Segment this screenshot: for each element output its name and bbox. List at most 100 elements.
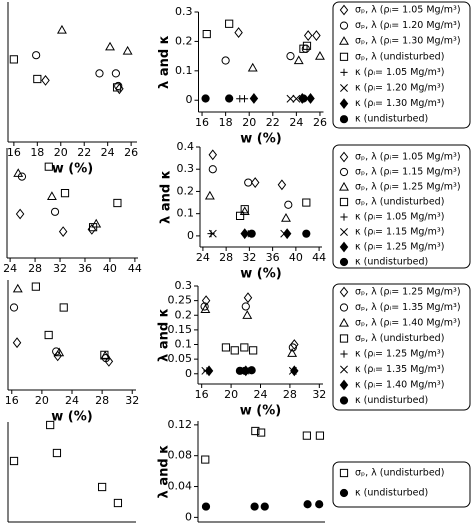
legend-marker <box>339 21 349 30</box>
x-tick-label: 22 <box>266 116 280 129</box>
marker <box>200 304 211 314</box>
marker <box>52 448 62 458</box>
legend-marker <box>339 98 349 110</box>
marker <box>201 295 211 307</box>
marker <box>95 69 104 78</box>
y-axis-label: λ and κ <box>157 445 172 499</box>
x-tick-label: 40 <box>289 251 303 264</box>
legend-label: σₚ, λ (ρᵢ= 1.05 Mg/m³) <box>355 5 461 16</box>
x-tick-label: 32 <box>242 251 256 264</box>
marker <box>221 56 230 65</box>
marker <box>33 74 42 84</box>
legend-marker <box>340 228 348 236</box>
marker <box>204 365 214 377</box>
marker <box>12 337 22 349</box>
marker <box>208 229 217 238</box>
legend-box <box>332 1 471 129</box>
x-tick-label: 28 <box>219 251 233 264</box>
marker <box>54 347 65 357</box>
x-axis-label: w (%) <box>240 404 281 419</box>
marker <box>17 172 27 181</box>
x-tick-label: 26 <box>313 116 327 129</box>
marker <box>46 420 55 430</box>
legend-label: σₚ, λ (ρᵢ= 1.15 Mg/m³) <box>355 167 461 178</box>
marker <box>44 162 53 171</box>
legend-box <box>332 461 471 508</box>
x-tick-label: 16 <box>195 116 209 129</box>
legend-marker <box>339 197 349 207</box>
legend-label: σₚ, λ (undisturbed) <box>355 51 444 62</box>
legend-label: κ (ρᵢ= 1.15 Mg/m³) <box>355 227 444 238</box>
marker <box>240 228 249 240</box>
marker <box>52 347 61 356</box>
legend-marker <box>340 84 348 92</box>
marker <box>299 44 308 53</box>
marker <box>59 303 68 312</box>
marker <box>208 165 217 174</box>
marker <box>221 343 231 352</box>
marker <box>302 229 311 238</box>
marker <box>243 292 253 304</box>
legend-marker <box>339 334 349 343</box>
x-tick-label: 28 <box>95 394 109 407</box>
x-tick-label: 36 <box>78 262 92 275</box>
legend-label: σₚ, λ (ρᵢ= 1.05 Mg/m³) <box>355 152 461 163</box>
legend-label: κ (ρᵢ= 1.20 Mg/m³) <box>355 83 444 94</box>
marker <box>292 94 301 103</box>
marker <box>286 94 295 103</box>
legend-marker <box>339 303 349 312</box>
x-tick-label: 24 <box>196 251 210 264</box>
marker <box>293 55 304 65</box>
marker <box>13 168 24 177</box>
marker <box>225 94 234 103</box>
marker <box>207 230 215 238</box>
marker <box>41 74 50 86</box>
marker <box>235 211 245 220</box>
legend-label: κ (ρᵢ= 1.05 Mg/m³) <box>355 212 444 223</box>
marker <box>58 226 68 238</box>
marker <box>201 502 211 511</box>
marker <box>234 27 243 38</box>
y-tick-label: 0.1 <box>177 207 195 220</box>
x-tick-label: 24 <box>3 262 17 275</box>
marker <box>299 94 308 103</box>
x-tick-label: 32 <box>312 388 326 401</box>
marker <box>247 229 256 238</box>
marker <box>101 354 110 363</box>
legend-marker <box>339 167 349 177</box>
legend-marker <box>339 115 349 124</box>
y-tick-label: 0.2 <box>175 308 193 321</box>
legend-label: κ (undisturbed) <box>355 114 428 125</box>
marker <box>302 431 311 440</box>
marker <box>290 339 299 350</box>
y-tick-label: 0.3 <box>177 162 195 175</box>
x-tick-label: 16 <box>7 146 21 159</box>
marker <box>251 426 260 436</box>
marker <box>201 455 210 464</box>
legend-marker <box>339 52 349 61</box>
y-tick-label: 0.08 <box>168 449 193 462</box>
marker <box>56 24 67 34</box>
marker <box>240 366 250 375</box>
x-axis-label: w (%) <box>240 132 281 147</box>
legend-marker <box>340 68 348 76</box>
marker <box>242 310 253 319</box>
marker <box>46 191 57 200</box>
marker <box>230 346 239 355</box>
marker <box>240 205 249 214</box>
marker <box>112 83 122 92</box>
marker <box>100 350 111 360</box>
marker <box>312 30 321 41</box>
y-tick-label: 0.4 <box>177 140 195 153</box>
marker <box>282 228 292 240</box>
marker <box>240 343 249 352</box>
legend-marker <box>340 365 348 374</box>
y-tick-label: 0.15 <box>168 323 193 336</box>
y-tick-label: 0.05 <box>168 352 193 365</box>
marker <box>302 198 311 207</box>
marker <box>15 208 25 220</box>
marker <box>113 198 122 208</box>
legend-label: σₚ, λ (ρᵢ= 1.20 Mg/m³) <box>355 20 461 31</box>
marker <box>240 95 249 103</box>
marker <box>249 346 258 355</box>
